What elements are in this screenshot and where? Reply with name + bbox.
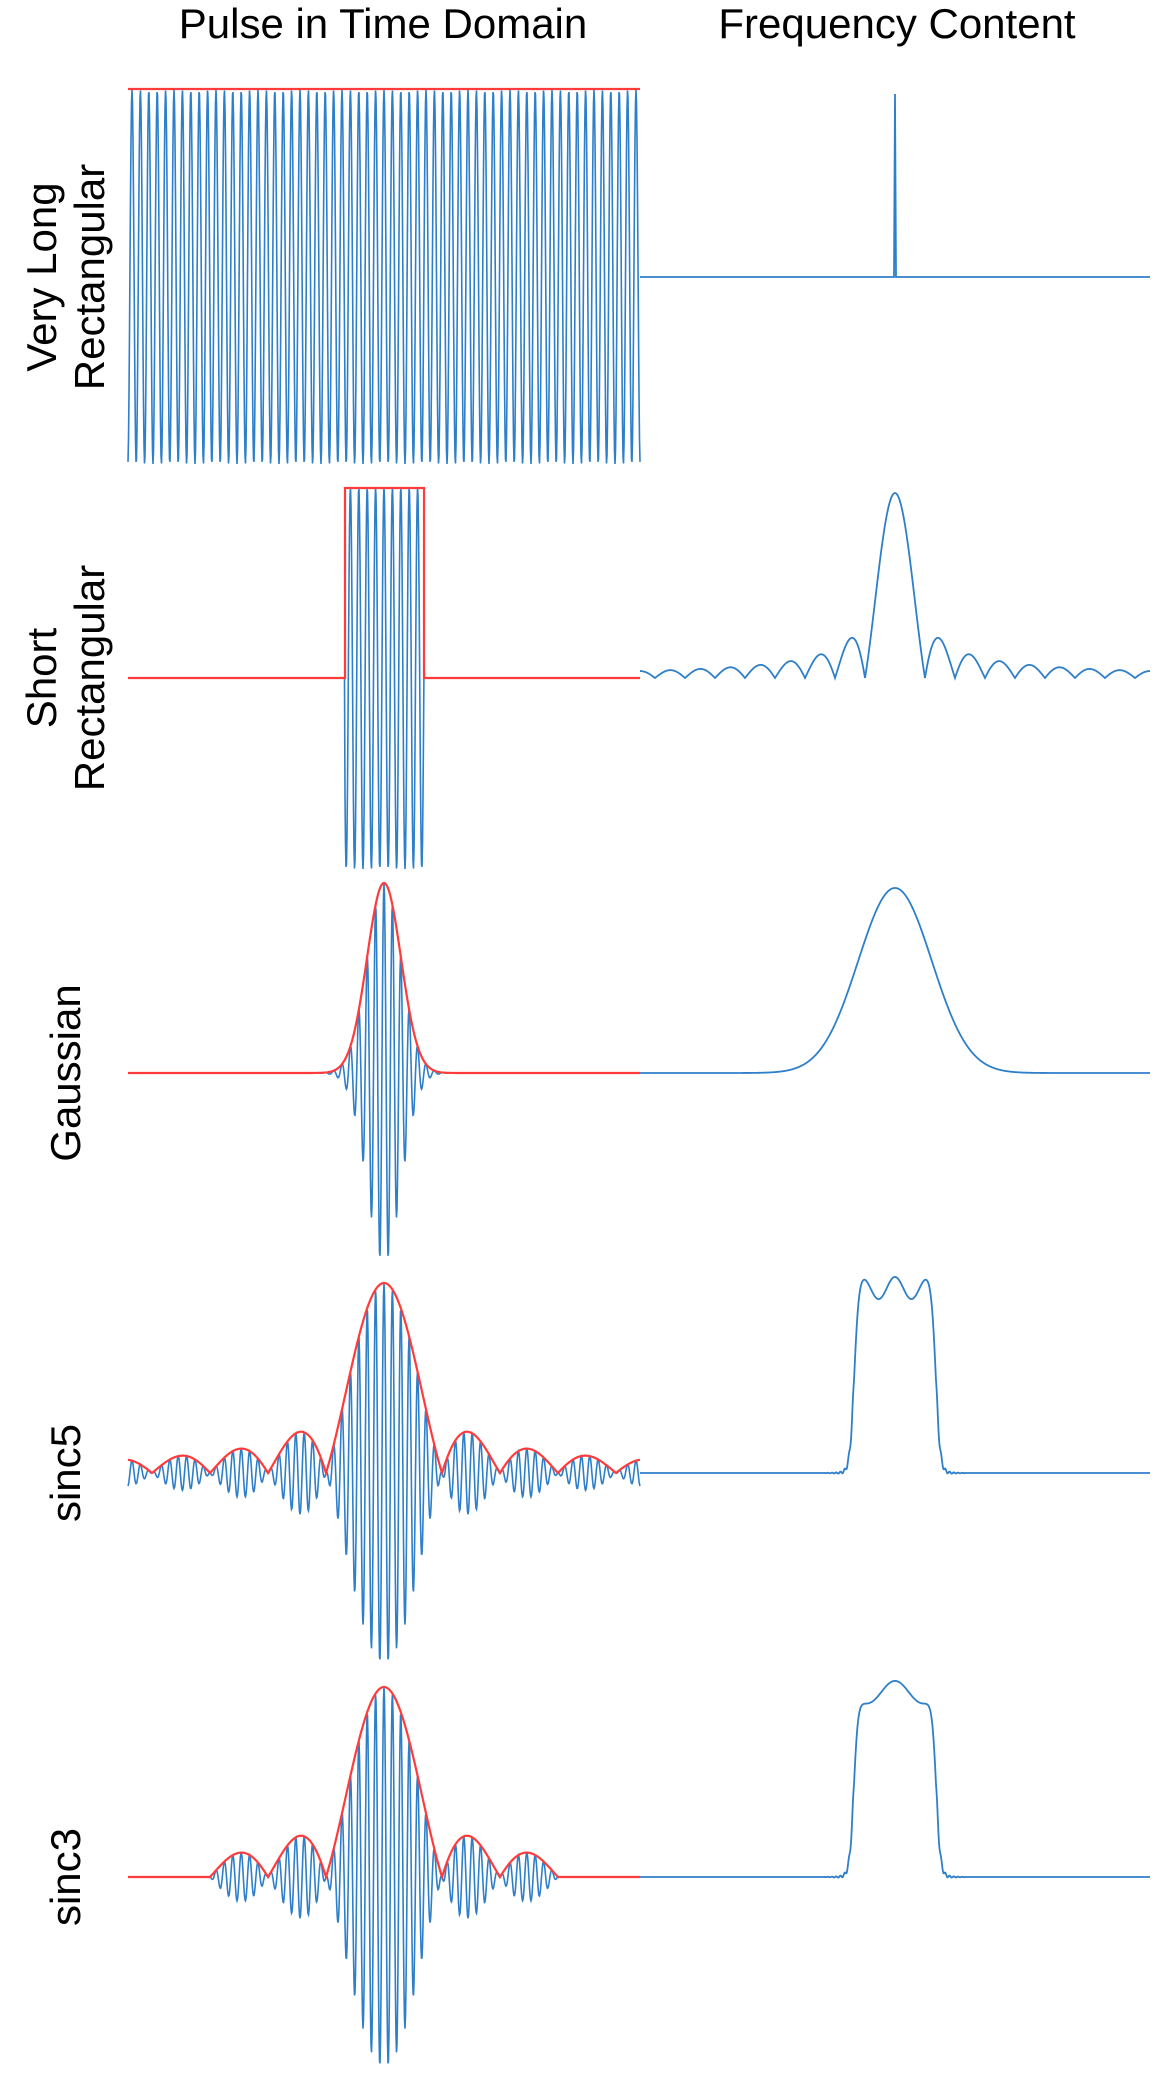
time-signal-short-rect (343, 486, 426, 870)
time-signal-sinc5 (127, 1282, 641, 1660)
spectrum-very-long-rect (640, 93, 1150, 278)
envelope-sinc5 (127, 1281, 641, 1477)
time-signal-very-long-rect (127, 89, 641, 465)
row-label-sinc5: sinc5 (42, 1424, 89, 1522)
row-label-short-rect-line1: Short (18, 627, 65, 728)
row-label-very-long-rect-line1: Very Long (18, 182, 65, 371)
envelope-sinc3 (128, 1685, 640, 1881)
spectrum-gaussian (640, 887, 1150, 1074)
row-very-long-rect: Very Long Rectangular (18, 87, 1150, 465)
spectrum-sinc5 (640, 1275, 1150, 1475)
column-title-frequency: Frequency Content (718, 0, 1076, 47)
time-signal-gaussian (128, 882, 640, 1256)
row-label-sinc3: sinc3 (42, 1828, 89, 1926)
envelope-short-rect (128, 486, 640, 680)
column-title-time: Pulse in Time Domain (179, 0, 588, 47)
spectrum-short-rect (640, 492, 1150, 681)
time-signal-sinc3 (128, 1686, 640, 2064)
row-label-very-long-rect-line2: Rectangular (66, 164, 113, 390)
envelope-gaussian (128, 881, 640, 1075)
row-sinc3: sinc3 (42, 1679, 1150, 2064)
row-short-rect: Short Rectangular (18, 486, 1150, 870)
row-label-short-rect-line2: Rectangular (66, 565, 113, 791)
row-sinc5: sinc5 (42, 1275, 1150, 1660)
row-gaussian: Gaussian (42, 881, 1150, 1256)
spectrum-sinc3 (640, 1679, 1150, 1879)
row-label-gaussian: Gaussian (42, 984, 89, 1161)
